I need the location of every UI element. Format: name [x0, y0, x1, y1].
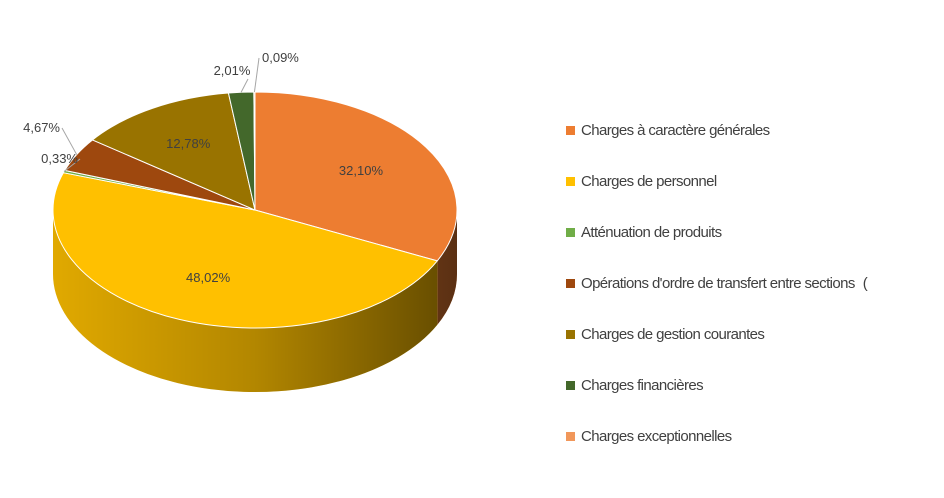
legend-swatch [566, 126, 575, 135]
pie-slices [52, 91, 458, 329]
legend-label: Charges à caractère générales [581, 122, 770, 139]
legend-item-charges-personnel: Charges de personnel [566, 156, 936, 207]
legend-item-charges-financieres: Charges financières [566, 360, 936, 411]
legend-item-gestion-courantes: Charges de gestion courantes [566, 309, 936, 360]
legend-swatch [566, 330, 575, 339]
legend-swatch [566, 432, 575, 441]
legend-label: Charges financières [581, 377, 704, 394]
data-label-attenuation-produits: 0,33% [41, 151, 78, 166]
legend-item-operations-ordre: Opérations d'ordre de transfert entre se… [566, 258, 936, 309]
pie-slice-charges-caractere-generales [254, 91, 458, 262]
legend-swatch [566, 228, 575, 237]
pie-side-shade [53, 210, 438, 392]
legend: Charges à caractère générales Charges de… [566, 105, 936, 462]
legend-swatch [566, 279, 575, 288]
data-label-charges-exceptionnelles: 0,09% [262, 50, 299, 65]
legend-label: Charges de gestion courantes [581, 326, 765, 343]
legend-trailing-mark: ( [862, 275, 868, 292]
legend-item-charges-exceptionnelles: Charges exceptionnelles [566, 411, 936, 462]
legend-swatch [566, 381, 575, 390]
legend-label: Atténuation de produits [581, 224, 722, 241]
data-label-gestion-courantes: 12,78% [166, 136, 211, 151]
pie-slice-gestion-courantes [91, 92, 256, 211]
pie-slice-charges-personnel [52, 172, 438, 329]
legend-label: Opérations d'ordre de transfert entre se… [581, 275, 855, 292]
leader-line-operations-ordre [61, 127, 78, 155]
data-label-charges-financieres: 2,01% [214, 63, 251, 78]
leader-line-attenuation-produits [63, 158, 81, 172]
leader-lines [61, 57, 260, 172]
leader-line-charges-exceptionnelles [253, 57, 260, 93]
data-label-operations-ordre: 4,67% [23, 120, 60, 135]
pie-side-shade [437, 210, 458, 325]
data-label-charges-caractere-generales: 32,10% [339, 163, 384, 178]
legend-item-charges-caractere-generales: Charges à caractère générales [566, 105, 936, 156]
data-labels: 32,10% 48,02% 0,33% 4,67% 12,78% 2,01% 0,09% [23, 50, 383, 285]
data-label-charges-personnel: 48,02% [186, 270, 231, 285]
legend-swatch [566, 177, 575, 186]
leader-line-charges-financieres [240, 78, 249, 93]
pie-sides [53, 210, 458, 392]
legend-label: Charges exceptionnelles [581, 428, 732, 445]
legend-label: Charges de personnel [581, 173, 717, 190]
legend-item-attenuation-produits: Atténuation de produits [566, 207, 936, 258]
